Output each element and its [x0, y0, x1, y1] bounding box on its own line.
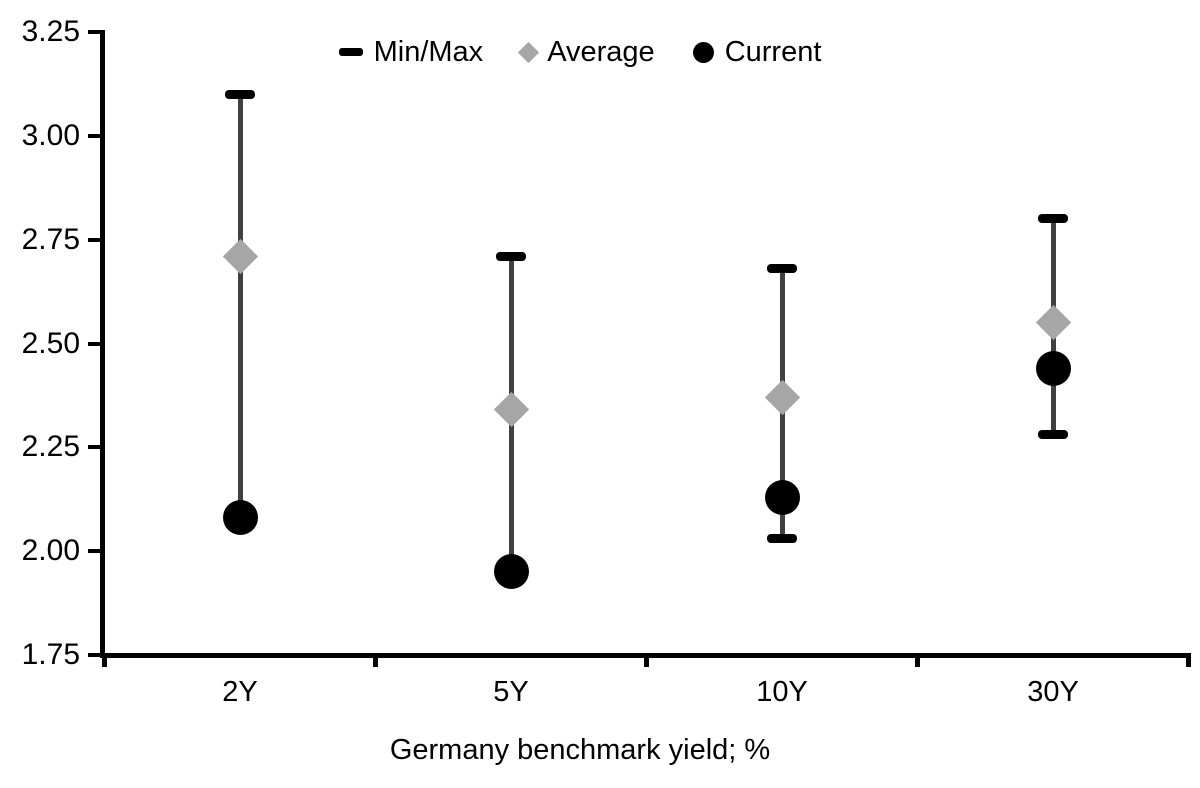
average-diamond-marker: [764, 379, 800, 416]
legend-dash-icon: [338, 48, 363, 56]
legend-item: Current: [692, 35, 822, 69]
x-tick: [102, 653, 107, 667]
y-tick-label: 2.25: [21, 430, 80, 464]
x-category-label: 2Y: [222, 676, 258, 708]
y-tick: [88, 445, 101, 450]
current-dot-marker: [1035, 350, 1071, 386]
minmax-whisker-line: [237, 94, 243, 518]
x-category-label: 10Y: [756, 676, 808, 708]
y-tick-label: 3.00: [21, 118, 80, 152]
y-tick: [88, 549, 101, 554]
legend-item: Average: [518, 35, 655, 69]
y-tick: [88, 133, 101, 138]
min-cap-marker: [1038, 430, 1068, 440]
legend-diamond-icon: [518, 41, 540, 63]
x-tick: [915, 653, 920, 667]
x-category-label: 30Y: [1027, 676, 1079, 708]
current-dot-marker: [493, 554, 529, 590]
y-tick: [88, 341, 101, 346]
current-dot-marker: [222, 500, 258, 536]
x-tick: [1186, 653, 1191, 667]
legend-label: Average: [547, 35, 655, 68]
y-tick-label: 3.25: [21, 15, 80, 48]
max-cap-marker: [496, 251, 526, 261]
average-diamond-marker: [493, 392, 529, 428]
current-dot-marker: [764, 479, 800, 515]
legend-label: Min/Max: [373, 35, 484, 68]
y-tick: [88, 237, 101, 242]
x-axis-title: Germany benchmark yield; %: [389, 734, 771, 766]
legend-label: Current: [724, 35, 822, 68]
min-cap-marker: [767, 534, 797, 544]
y-tick: [88, 30, 101, 34]
chart-legend: Min/Max Average Current: [0, 32, 1160, 72]
max-cap-marker: [225, 89, 255, 99]
average-diamond-marker: [222, 238, 258, 274]
y-tick: [88, 653, 101, 657]
x-category-label: 5Y: [493, 676, 529, 708]
x-tick: [644, 653, 649, 667]
max-cap-marker: [1038, 214, 1068, 224]
y-tick-label: 1.75: [21, 638, 80, 671]
y-tick-label: 2.75: [21, 222, 80, 256]
average-diamond-marker: [1035, 305, 1071, 341]
x-tick: [373, 653, 378, 667]
legend-item: Min/Max: [338, 35, 484, 69]
max-cap-marker: [767, 264, 797, 274]
legend-circle-icon: [692, 41, 714, 63]
y-axis-line: [100, 30, 105, 658]
y-tick-label: 2.00: [21, 534, 80, 568]
y-tick-label: 2.50: [21, 326, 80, 360]
